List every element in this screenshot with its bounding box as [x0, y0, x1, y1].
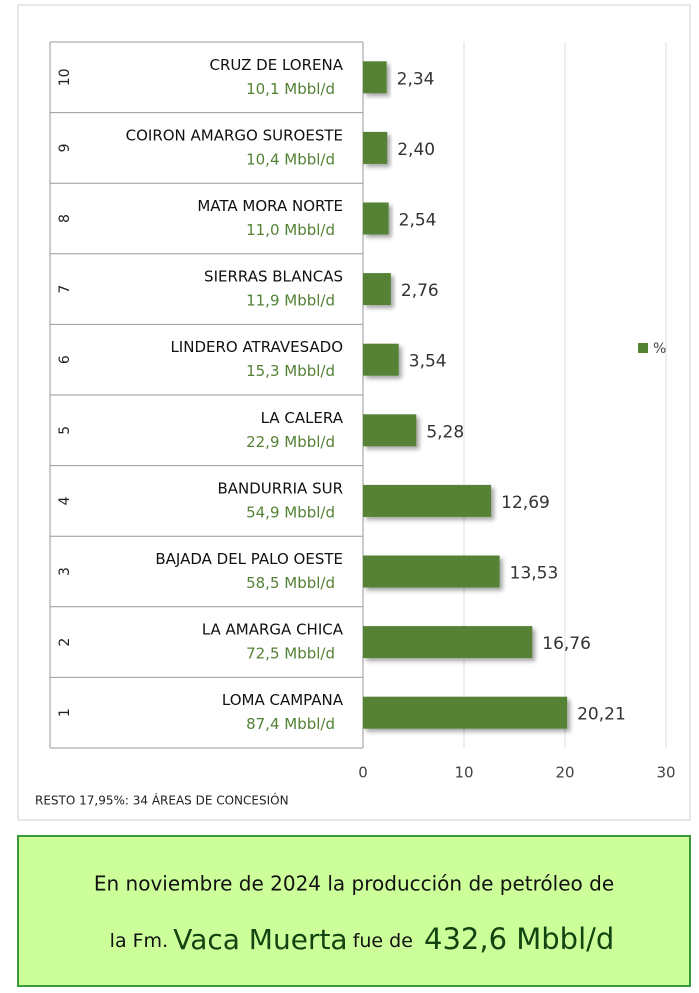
bar	[363, 484, 492, 517]
production-label: 10,4 Mbbl/d	[246, 150, 335, 168]
x-tick-label: 30	[656, 764, 675, 782]
category-label: LA AMARGA CHICA	[202, 621, 344, 639]
category-label: BAJADA DEL PALO OESTE	[155, 550, 343, 568]
bar	[363, 202, 389, 235]
rank-label: 1	[57, 708, 73, 717]
bar	[363, 626, 533, 659]
value-label: 16,76	[542, 634, 591, 654]
value-label: 20,21	[577, 705, 626, 725]
category-label: CRUZ DE LORENA	[210, 56, 344, 74]
bar	[363, 555, 500, 588]
caption-line2: la Fm. Vaca Muerta fue de 432,6 Mbbl/d	[110, 922, 615, 956]
rank-label: 5	[57, 426, 73, 435]
rank-label: 7	[57, 285, 73, 294]
value-label: 12,69	[501, 493, 550, 513]
production-label: 58,5 Mbbl/d	[246, 574, 335, 592]
production-label: 72,5 Mbbl/d	[246, 645, 335, 663]
x-tick-label: 0	[358, 764, 368, 782]
rank-label: 6	[57, 355, 73, 364]
caption-line1: En noviembre de 2024 la producción de pe…	[94, 872, 614, 896]
bar	[363, 61, 387, 94]
category-label: LA CALERA	[261, 409, 344, 427]
value-label: 2,54	[399, 211, 437, 231]
value-label: 13,53	[510, 564, 559, 584]
category-label: COIRON AMARGO SUROESTE	[126, 126, 343, 144]
x-tick-label: 20	[555, 764, 574, 782]
bar	[363, 273, 391, 306]
category-label: MATA MORA NORTE	[197, 197, 343, 215]
category-label: SIERRAS BLANCAS	[204, 268, 343, 286]
caption-part: la Fm.	[110, 930, 168, 952]
bar	[363, 343, 399, 376]
production-label: 87,4 Mbbl/d	[246, 715, 335, 733]
bar	[363, 131, 388, 164]
rank-label: 9	[57, 143, 73, 152]
rank-label: 3	[57, 567, 73, 576]
value-label: 2,40	[397, 140, 435, 160]
production-label: 11,0 Mbbl/d	[246, 221, 335, 239]
production-label: 22,9 Mbbl/d	[246, 433, 335, 451]
category-label: BANDURRIA SUR	[217, 479, 343, 497]
value-label: 2,34	[397, 69, 435, 89]
value-label: 3,54	[409, 352, 447, 372]
production-label: 11,9 Mbbl/d	[246, 292, 335, 310]
bar	[363, 696, 568, 729]
legend-label: %	[653, 341, 666, 357]
bar	[363, 414, 417, 447]
value-label: 5,28	[426, 422, 464, 442]
production-label: 54,9 Mbbl/d	[246, 503, 335, 521]
chart-frame	[17, 4, 691, 821]
caption-box	[17, 835, 691, 987]
category-label: LINDERO ATRAVESADO	[170, 338, 343, 356]
caption-part: fue de	[353, 930, 413, 952]
value-label: 2,76	[401, 281, 439, 301]
legend-swatch	[638, 343, 648, 353]
rank-label: 2	[57, 638, 73, 647]
footnote: RESTO 17,95%: 34 ÁREAS DE CONCESIÓN	[35, 793, 289, 808]
rank-label: 4	[57, 496, 73, 505]
rank-label: 10	[57, 68, 73, 86]
category-label: LOMA CAMPANA	[222, 691, 344, 709]
caption-part: 432,6 Mbbl/d	[424, 922, 614, 956]
caption-part: Vaca Muerta	[173, 923, 347, 956]
x-tick-label: 10	[454, 764, 473, 782]
rank-label: 8	[57, 214, 73, 223]
production-label: 15,3 Mbbl/d	[246, 362, 335, 380]
production-label: 10,1 Mbbl/d	[246, 80, 335, 98]
